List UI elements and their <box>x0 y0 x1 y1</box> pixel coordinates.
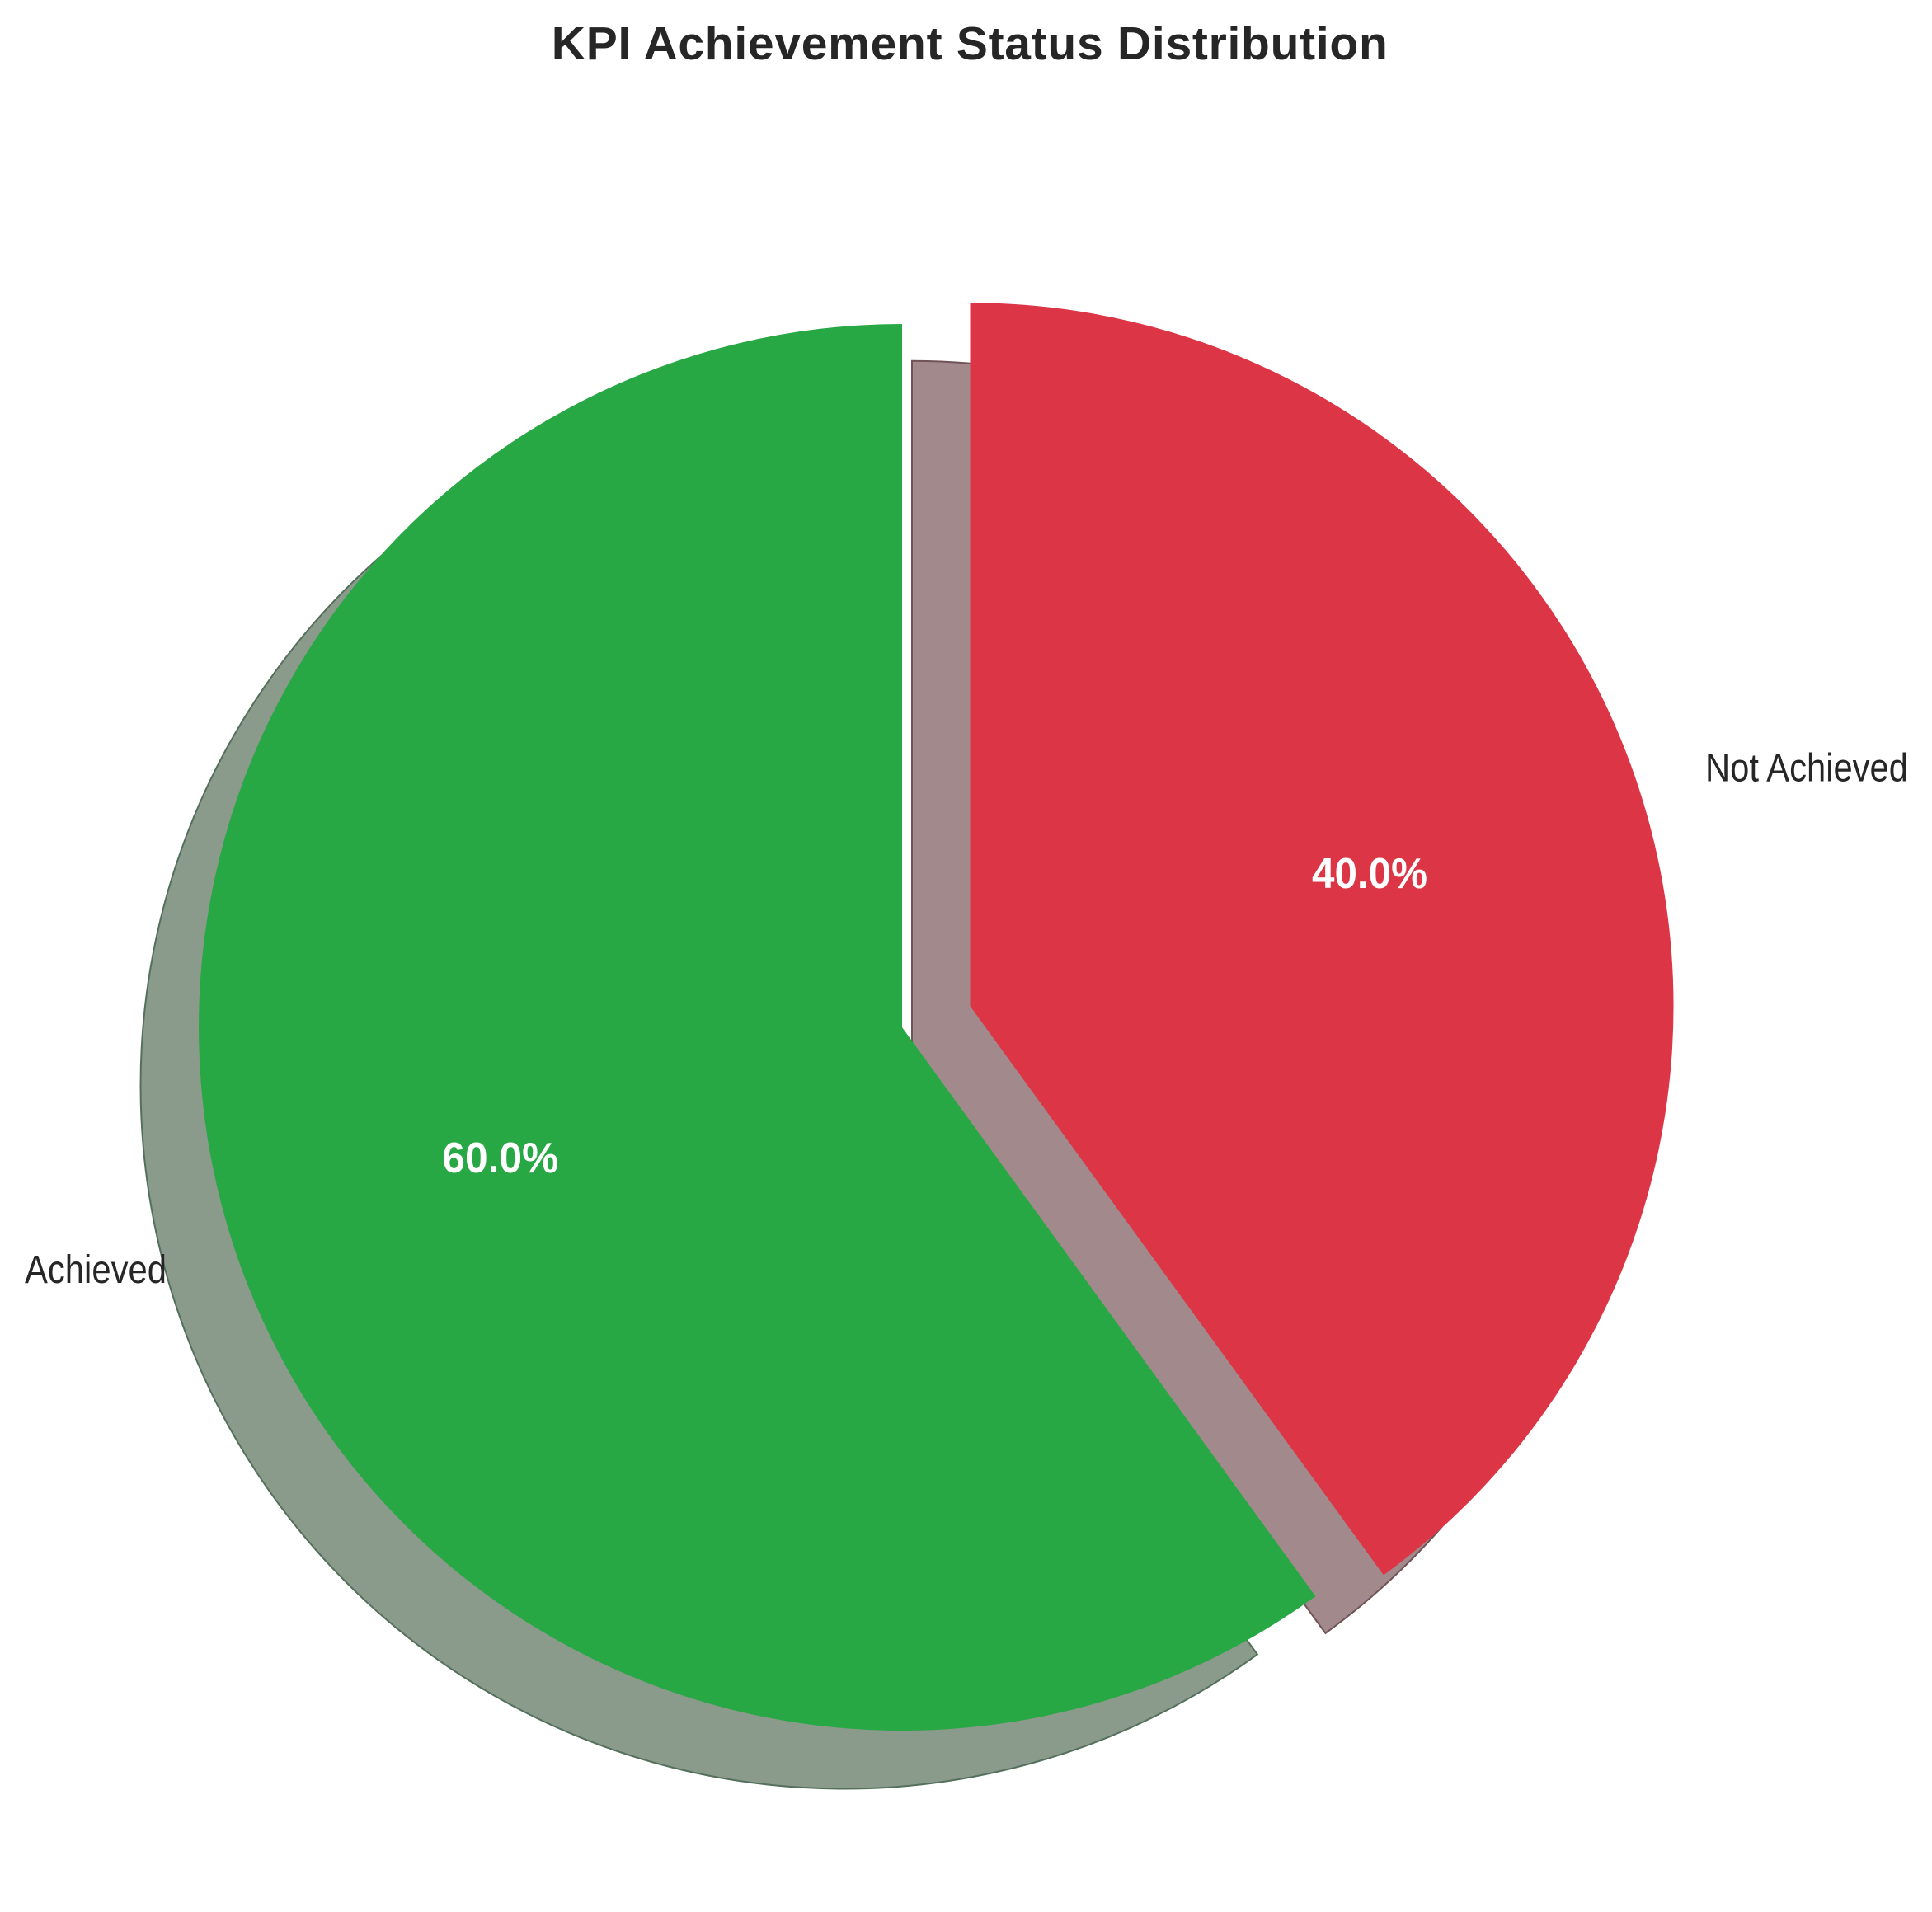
svg-text:40.0%: 40.0% <box>1312 849 1427 897</box>
svg-text:Not Achieved: Not Achieved <box>1705 745 1908 790</box>
svg-text:KPI Achievement Status Distrib: KPI Achievement Status Distribution <box>552 17 1388 70</box>
svg-text:Achieved: Achieved <box>25 1247 167 1292</box>
svg-text:60.0%: 60.0% <box>442 1134 558 1181</box>
